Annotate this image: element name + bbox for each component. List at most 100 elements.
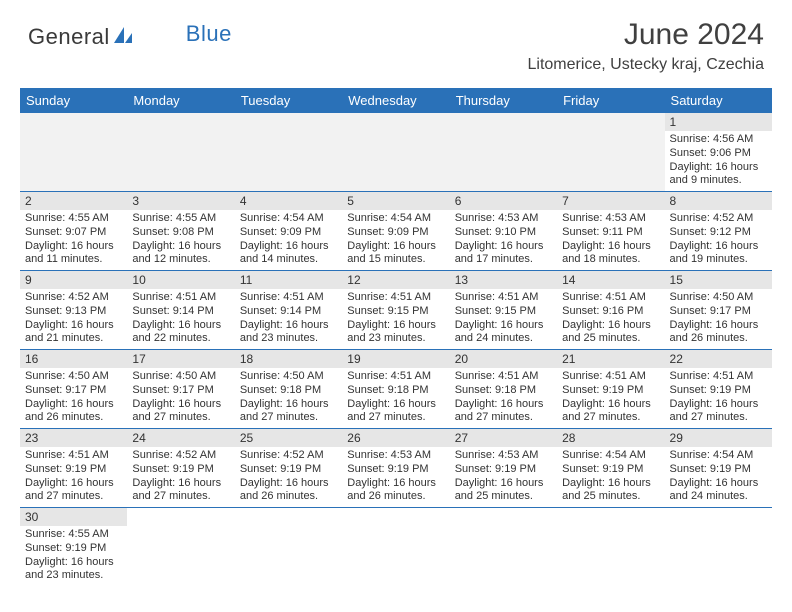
- calendar-cell: 9Sunrise: 4:52 AMSunset: 9:13 PMDaylight…: [20, 271, 127, 350]
- day-number: 15: [665, 271, 772, 289]
- day-details: Sunrise: 4:52 AMSunset: 9:13 PMDaylight:…: [20, 289, 127, 349]
- sunrise-text: Sunrise: 4:55 AM: [25, 528, 122, 542]
- calendar-cell: 3Sunrise: 4:55 AMSunset: 9:08 PMDaylight…: [127, 192, 234, 271]
- daylight-text-2: and 27 minutes.: [562, 411, 659, 425]
- sunrise-text: Sunrise: 4:52 AM: [132, 449, 229, 463]
- daylight-text: Daylight: 16 hours: [455, 398, 552, 412]
- day-details: Sunrise: 4:51 AMSunset: 9:14 PMDaylight:…: [235, 289, 342, 349]
- day-details: Sunrise: 4:53 AMSunset: 9:19 PMDaylight:…: [450, 447, 557, 507]
- daylight-text-2: and 25 minutes.: [455, 490, 552, 504]
- daylight-text: Daylight: 16 hours: [562, 398, 659, 412]
- sunset-text: Sunset: 9:15 PM: [455, 305, 552, 319]
- daylight-text: Daylight: 16 hours: [240, 398, 337, 412]
- sail-icon: [112, 25, 134, 50]
- daylight-text-2: and 27 minutes.: [670, 411, 767, 425]
- calendar-cell: 21Sunrise: 4:51 AMSunset: 9:19 PMDayligh…: [557, 350, 664, 429]
- day-details: Sunrise: 4:50 AMSunset: 9:17 PMDaylight:…: [665, 289, 772, 349]
- day-header: Friday: [557, 88, 664, 113]
- day-number: 1: [665, 113, 772, 131]
- sunset-text: Sunset: 9:08 PM: [132, 226, 229, 240]
- sunrise-text: Sunrise: 4:51 AM: [347, 370, 444, 384]
- sunset-text: Sunset: 9:07 PM: [25, 226, 122, 240]
- daylight-text: Daylight: 16 hours: [240, 319, 337, 333]
- calendar-cell: [665, 508, 772, 587]
- day-number: 7: [557, 192, 664, 210]
- sunrise-text: Sunrise: 4:51 AM: [455, 370, 552, 384]
- calendar-cell: 18Sunrise: 4:50 AMSunset: 9:18 PMDayligh…: [235, 350, 342, 429]
- daylight-text-2: and 26 minutes.: [240, 490, 337, 504]
- sunset-text: Sunset: 9:12 PM: [670, 226, 767, 240]
- daylight-text: Daylight: 16 hours: [670, 319, 767, 333]
- daylight-text-2: and 21 minutes.: [25, 332, 122, 346]
- location-text: Litomerice, Ustecky kraj, Czechia: [527, 56, 764, 74]
- day-details: Sunrise: 4:50 AMSunset: 9:17 PMDaylight:…: [127, 368, 234, 428]
- daylight-text-2: and 11 minutes.: [25, 253, 122, 267]
- daylight-text: Daylight: 16 hours: [132, 319, 229, 333]
- sunset-text: Sunset: 9:19 PM: [670, 463, 767, 477]
- day-number: 24: [127, 429, 234, 447]
- sunrise-text: Sunrise: 4:51 AM: [240, 291, 337, 305]
- calendar-cell: 14Sunrise: 4:51 AMSunset: 9:16 PMDayligh…: [557, 271, 664, 350]
- calendar-body: 1Sunrise: 4:56 AMSunset: 9:06 PMDaylight…: [20, 113, 772, 586]
- sunrise-text: Sunrise: 4:56 AM: [670, 133, 767, 147]
- day-header: Monday: [127, 88, 234, 113]
- calendar-cell: [450, 113, 557, 192]
- daylight-text-2: and 23 minutes.: [347, 332, 444, 346]
- title-block: June 2024 Litomerice, Ustecky kraj, Czec…: [527, 18, 764, 74]
- sunset-text: Sunset: 9:14 PM: [240, 305, 337, 319]
- calendar-cell: [557, 508, 664, 587]
- daylight-text: Daylight: 16 hours: [670, 398, 767, 412]
- daylight-text-2: and 14 minutes.: [240, 253, 337, 267]
- daylight-text: Daylight: 16 hours: [347, 319, 444, 333]
- sunset-text: Sunset: 9:18 PM: [240, 384, 337, 398]
- sunset-text: Sunset: 9:11 PM: [562, 226, 659, 240]
- day-number: 25: [235, 429, 342, 447]
- sunrise-text: Sunrise: 4:51 AM: [25, 449, 122, 463]
- day-details: Sunrise: 4:54 AMSunset: 9:09 PMDaylight:…: [342, 210, 449, 270]
- daylight-text-2: and 17 minutes.: [455, 253, 552, 267]
- daylight-text-2: and 23 minutes.: [240, 332, 337, 346]
- sunset-text: Sunset: 9:17 PM: [25, 384, 122, 398]
- daylight-text-2: and 18 minutes.: [562, 253, 659, 267]
- calendar-cell: [235, 508, 342, 587]
- sunset-text: Sunset: 9:19 PM: [562, 463, 659, 477]
- sunset-text: Sunset: 9:18 PM: [455, 384, 552, 398]
- sunset-text: Sunset: 9:19 PM: [455, 463, 552, 477]
- day-number: 2: [20, 192, 127, 210]
- calendar-cell: [127, 508, 234, 587]
- sunrise-text: Sunrise: 4:54 AM: [347, 212, 444, 226]
- page-title: June 2024: [527, 18, 764, 52]
- sunrise-text: Sunrise: 4:52 AM: [25, 291, 122, 305]
- calendar-cell: 23Sunrise: 4:51 AMSunset: 9:19 PMDayligh…: [20, 429, 127, 508]
- daylight-text-2: and 23 minutes.: [25, 569, 122, 583]
- sunset-text: Sunset: 9:10 PM: [455, 226, 552, 240]
- sunrise-text: Sunrise: 4:53 AM: [455, 449, 552, 463]
- daylight-text-2: and 22 minutes.: [132, 332, 229, 346]
- day-details: Sunrise: 4:51 AMSunset: 9:15 PMDaylight:…: [342, 289, 449, 349]
- sunset-text: Sunset: 9:09 PM: [347, 226, 444, 240]
- sunset-text: Sunset: 9:18 PM: [347, 384, 444, 398]
- day-details: Sunrise: 4:55 AMSunset: 9:07 PMDaylight:…: [20, 210, 127, 270]
- day-number: 21: [557, 350, 664, 368]
- sunrise-text: Sunrise: 4:51 AM: [347, 291, 444, 305]
- day-number: 16: [20, 350, 127, 368]
- day-number: 6: [450, 192, 557, 210]
- calendar-cell: 29Sunrise: 4:54 AMSunset: 9:19 PMDayligh…: [665, 429, 772, 508]
- daylight-text-2: and 24 minutes.: [455, 332, 552, 346]
- logo-text-general: General: [28, 24, 110, 50]
- daylight-text: Daylight: 16 hours: [455, 240, 552, 254]
- sunset-text: Sunset: 9:19 PM: [132, 463, 229, 477]
- sunset-text: Sunset: 9:19 PM: [240, 463, 337, 477]
- day-number: 10: [127, 271, 234, 289]
- daylight-text: Daylight: 16 hours: [670, 477, 767, 491]
- day-header: Thursday: [450, 88, 557, 113]
- day-details: Sunrise: 4:51 AMSunset: 9:18 PMDaylight:…: [450, 368, 557, 428]
- daylight-text: Daylight: 16 hours: [25, 398, 122, 412]
- daylight-text: Daylight: 16 hours: [562, 240, 659, 254]
- day-number: 23: [20, 429, 127, 447]
- logo-text-blue: Blue: [186, 21, 232, 47]
- day-number: 8: [665, 192, 772, 210]
- day-details: Sunrise: 4:50 AMSunset: 9:17 PMDaylight:…: [20, 368, 127, 428]
- daylight-text: Daylight: 16 hours: [132, 398, 229, 412]
- day-details: Sunrise: 4:51 AMSunset: 9:19 PMDaylight:…: [557, 368, 664, 428]
